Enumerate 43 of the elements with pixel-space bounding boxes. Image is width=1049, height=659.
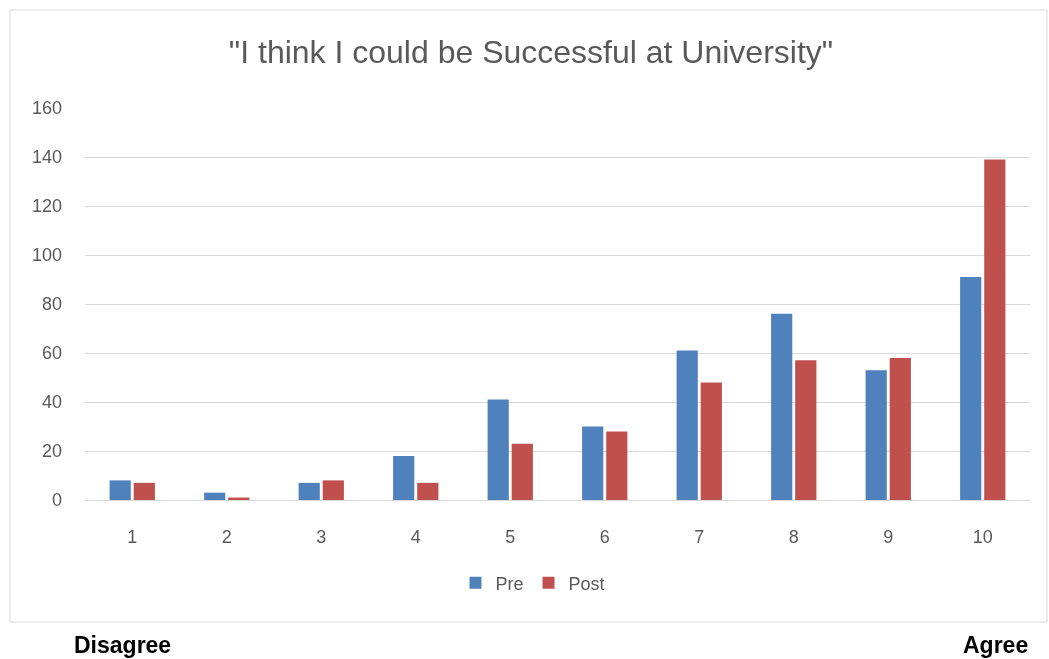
x-tick-label: 10 [972,526,993,547]
y-tick-label: 80 [41,294,62,315]
bar [771,313,793,500]
bar [417,482,439,500]
x-tick-label: 3 [316,526,327,547]
y-tick-label: 100 [31,245,62,266]
bar [487,399,509,500]
bar [582,426,604,500]
bar [133,482,155,500]
x-tick-label: 1 [127,526,138,547]
bar [960,277,982,500]
text: Disagree [74,632,172,658]
text: Agree [963,632,1029,658]
bar [795,360,817,500]
bar [511,443,533,500]
bar [322,480,344,500]
x-tick-label: 4 [410,526,421,547]
bar [393,455,415,500]
y-tick-label: 120 [31,196,62,217]
bar [606,431,628,500]
y-tick-label: 20 [41,441,62,462]
x-tick-label: 8 [788,526,799,547]
y-tick-label: 40 [41,392,62,413]
x-tick-label: 2 [221,526,232,547]
legend-label: Pre [495,573,524,594]
x-tick-label: 7 [694,526,705,547]
y-tick-label: 0 [51,490,62,511]
bar [865,370,887,500]
bar [984,159,1006,500]
y-tick-label: 60 [41,343,62,364]
bar [889,357,911,500]
bar [109,480,131,500]
y-tick-label: 140 [31,147,62,168]
bar [298,482,320,500]
x-tick-label: 9 [883,526,894,547]
legend-label: Post [568,573,605,594]
x-tick-label: 5 [505,526,516,547]
bar [700,382,722,500]
bar [676,350,698,500]
y-tick-label: 160 [31,98,62,119]
chart-title: "I think I could be Successful at University" [228,34,834,71]
bar [204,492,226,500]
x-tick-label: 6 [599,526,610,547]
